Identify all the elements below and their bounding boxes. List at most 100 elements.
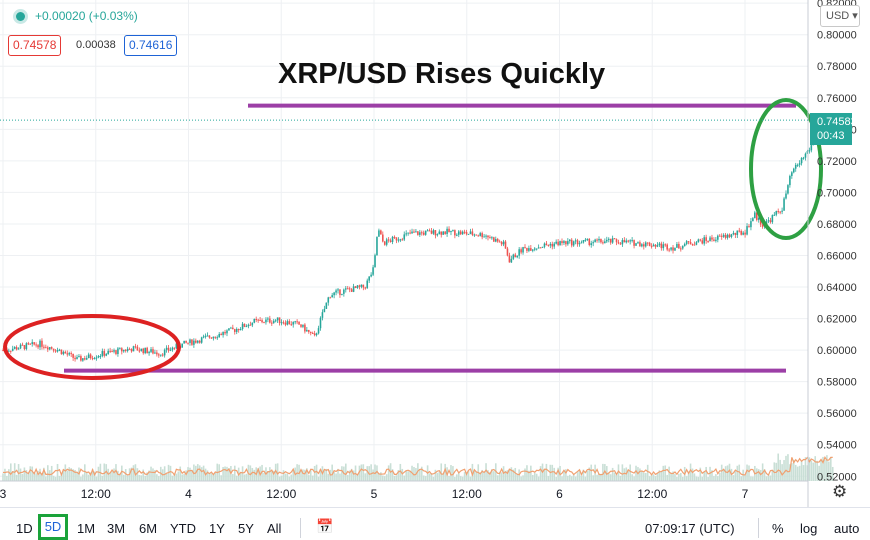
volume-bar [337, 468, 339, 481]
candle [154, 352, 156, 354]
volume-bar [701, 476, 704, 481]
volume-bar [787, 454, 789, 481]
volume-bar [249, 465, 252, 481]
volume-bar [619, 475, 622, 481]
candle [257, 319, 259, 321]
candle [191, 339, 193, 345]
volume-bar [584, 476, 587, 481]
volume-bar [144, 475, 146, 481]
candle [163, 349, 166, 356]
ask-price[interactable]: 0.74616 [124, 35, 178, 56]
candle [726, 234, 729, 238]
candle [629, 240, 631, 242]
annotations [3, 98, 823, 380]
candle [802, 157, 805, 159]
y-tick-label: 0.80000 [817, 30, 857, 42]
candle [134, 346, 137, 348]
volume-bar [818, 465, 820, 481]
candle [224, 331, 226, 334]
candle [341, 293, 343, 295]
volume-bar [734, 470, 737, 481]
candle [456, 234, 458, 236]
volume-bar [224, 466, 226, 481]
chart-title: XRP/USD Rises Quickly [278, 58, 606, 90]
candle [559, 241, 561, 246]
candle [442, 231, 444, 235]
volume-bar [210, 473, 213, 481]
timeframe-ytd[interactable]: YTD [170, 521, 196, 536]
candle [452, 230, 454, 232]
gear-icon[interactable]: ⚙ [832, 482, 848, 501]
currency-selector[interactable]: USD ▾ [820, 5, 860, 27]
volume-bar [820, 460, 822, 481]
volume-bar [781, 464, 783, 481]
candle [718, 235, 721, 237]
timeframe-3m[interactable]: 3M [107, 521, 126, 536]
volume-bar [323, 470, 326, 481]
log-toggle[interactable]: log [800, 521, 818, 536]
candle [658, 243, 661, 246]
timeframe-5y[interactable]: 5Y [238, 521, 254, 536]
volume-bar [613, 472, 616, 481]
volume-bar [315, 464, 318, 481]
candle [779, 211, 781, 213]
candle [674, 247, 676, 251]
candle [146, 347, 148, 354]
volume-bar [378, 473, 380, 481]
utc-clock[interactable]: 07:09:17 (UTC) [645, 521, 735, 536]
candle [115, 350, 117, 355]
timeframe-6m[interactable]: 6M [139, 521, 158, 536]
candle [535, 248, 538, 250]
timeframe-1d[interactable]: 1D [16, 521, 33, 536]
volume-bar [831, 466, 834, 481]
volume-bar [87, 474, 90, 481]
volume-bar [600, 473, 602, 481]
volume-bar [387, 465, 390, 481]
candle [259, 319, 261, 321]
volume-bar [317, 476, 320, 481]
candle [132, 346, 135, 352]
timeframe-1y[interactable]: 1Y [209, 521, 225, 536]
volume-bar [755, 468, 758, 481]
auto-toggle[interactable]: auto [834, 521, 860, 536]
candle [343, 289, 345, 294]
volume-bar [9, 463, 12, 481]
candle [389, 240, 392, 242]
candle [457, 231, 460, 235]
bid-price[interactable]: 0.74578 [8, 35, 62, 56]
volume-bar [763, 469, 766, 481]
timeframe-5d[interactable]: 5D [38, 514, 68, 540]
volume-bar [257, 468, 259, 481]
candle [676, 244, 678, 248]
volume-bar [173, 473, 176, 481]
volume-bar [469, 476, 472, 481]
timeframe-all[interactable]: All [267, 521, 282, 536]
percent-toggle[interactable]: % [772, 521, 784, 536]
volume-bar [617, 464, 620, 481]
candle [461, 231, 464, 235]
candle [512, 254, 515, 259]
volume-bar [269, 467, 271, 481]
volume-bar [662, 465, 665, 481]
candle [82, 358, 84, 361]
volume-bar [196, 464, 199, 481]
candle [483, 236, 485, 238]
calendar-range-icon[interactable]: 📅 [316, 518, 334, 534]
candle [397, 239, 400, 241]
candle [549, 243, 552, 246]
candle [422, 232, 425, 235]
volume-bar [791, 463, 793, 481]
candle [99, 356, 102, 358]
volume-bar [804, 457, 807, 481]
volume-bar [119, 473, 121, 481]
volume-bar [697, 476, 700, 481]
candle [393, 236, 396, 238]
volume-bar [350, 468, 353, 481]
candle [514, 254, 517, 258]
volume-bar [670, 472, 672, 481]
timeframe-1m[interactable]: 1M [77, 521, 96, 536]
candle [56, 350, 59, 352]
candle [660, 243, 663, 249]
candle [668, 249, 670, 251]
